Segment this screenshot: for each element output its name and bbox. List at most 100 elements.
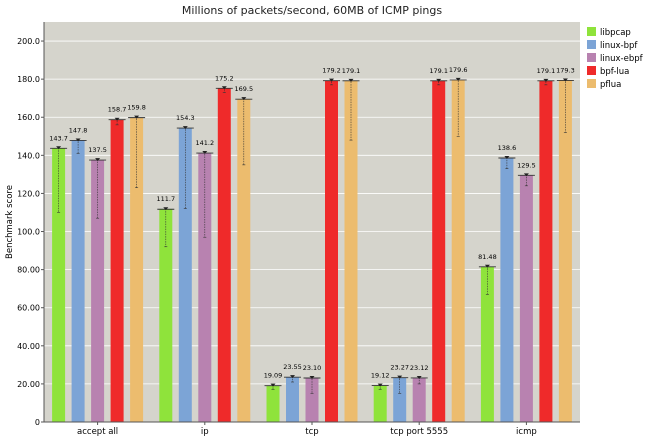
category-label: accept all (77, 427, 118, 437)
data-label: 169.5 (234, 85, 253, 93)
bar (344, 80, 358, 422)
data-label: 81.48 (478, 253, 497, 261)
category-labels: accept all ip tcp tcp port 5555 icmp (77, 422, 537, 437)
error-marker (416, 375, 422, 379)
bar (500, 158, 514, 422)
data-label: 143.7 (49, 134, 68, 142)
error-marker (290, 375, 295, 379)
bar (325, 80, 338, 423)
bar (91, 160, 105, 422)
data-label: 179.1 (342, 67, 361, 75)
error-bars (50, 77, 574, 394)
error-marker (484, 264, 490, 268)
y-tick-label: 80.00 (17, 266, 40, 275)
legend-label: bpf-lua (600, 67, 629, 77)
bar (412, 377, 426, 422)
legend-label: linux-ebpf (600, 54, 644, 64)
error-marker (221, 86, 227, 90)
bar (373, 385, 387, 422)
y-axis-title: Benchmark score (5, 185, 15, 259)
error-marker (270, 383, 276, 387)
data-label: 158.7 (108, 106, 127, 114)
data-label: 19.09 (264, 372, 283, 380)
category-label: tcp (305, 427, 318, 437)
error-marker (562, 78, 568, 82)
error-marker (75, 138, 81, 142)
bar (539, 80, 553, 422)
category-label: tcp port 5555 (390, 427, 448, 437)
legend-swatch (587, 27, 596, 36)
y-tick-labels: 0 20.00 40.00 60.00 80.00 100.0 120.0 140.0 160.… (17, 37, 40, 427)
bar (130, 117, 144, 422)
data-label: 137.5 (88, 146, 107, 154)
bar (286, 377, 299, 422)
y-tick-label: 100.0 (17, 228, 40, 237)
bar (480, 266, 494, 422)
error-marker (377, 383, 383, 387)
y-tick-label: 40.00 (17, 342, 40, 351)
error-marker (397, 375, 403, 379)
data-label: 175.2 (215, 74, 234, 82)
legend-label: linux-bpf (600, 41, 638, 51)
data-label: 179.1 (537, 67, 556, 75)
y-tick-label: 0 (35, 418, 40, 427)
y-tick-label: 200.0 (17, 37, 40, 46)
data-label: 179.2 (322, 67, 341, 75)
bar (519, 175, 533, 422)
bar (305, 378, 319, 422)
y-tick-label: 180.0 (17, 75, 40, 84)
data-label: 138.6 (498, 144, 517, 152)
bar (432, 80, 446, 422)
y-tick-label: 160.0 (17, 113, 40, 122)
legend-label: pflua (600, 80, 621, 90)
legend-swatch (587, 40, 596, 49)
bar (159, 209, 173, 422)
error-marker (163, 207, 169, 211)
data-label: 154.3 (176, 114, 195, 122)
bar (198, 153, 212, 423)
bar (110, 119, 124, 422)
bar (237, 99, 251, 423)
data-label: 147.8 (69, 126, 88, 134)
data-label: 23.55 (283, 363, 302, 371)
legend-swatch (587, 79, 596, 88)
error-marker (329, 78, 334, 82)
data-label: 141.2 (195, 139, 214, 147)
error-marker (202, 151, 208, 155)
data-label: 159.8 (127, 104, 146, 112)
plot-area (44, 22, 580, 422)
data-label: 179.6 (449, 66, 468, 74)
category-label: icmp (516, 427, 537, 437)
legend-swatch (587, 53, 596, 62)
data-label: 129.5 (517, 161, 536, 169)
error-marker (134, 115, 140, 119)
error-marker (348, 78, 354, 82)
y-tick-label: 20.00 (17, 380, 40, 389)
error-marker (241, 97, 247, 101)
bar (52, 148, 66, 423)
bar (178, 128, 192, 422)
legend-label: libpcap (600, 28, 631, 38)
error-marker (523, 173, 529, 177)
data-label: 19.12 (371, 372, 390, 380)
bar (558, 80, 572, 422)
y-tick-label: 140.0 (17, 151, 40, 160)
y-tick-label: 60.00 (17, 304, 40, 313)
error-marker (182, 126, 188, 130)
bars (52, 79, 572, 423)
error-marker (504, 156, 510, 159)
error-marker (455, 77, 461, 81)
error-marker (309, 376, 315, 379)
y-tick-label: 120.0 (17, 189, 40, 198)
category-label: ip (201, 427, 209, 437)
bar (217, 88, 231, 423)
data-label: 179.3 (556, 66, 575, 74)
error-marker (56, 146, 62, 150)
data-label: 179.1 (429, 67, 448, 75)
data-label: 23.27 (390, 364, 409, 372)
legend: libpcap linux-bpf linux-ebpf bpf-lua pflua (584, 22, 648, 94)
error-marker (114, 117, 120, 121)
data-label: 111.7 (156, 195, 175, 203)
